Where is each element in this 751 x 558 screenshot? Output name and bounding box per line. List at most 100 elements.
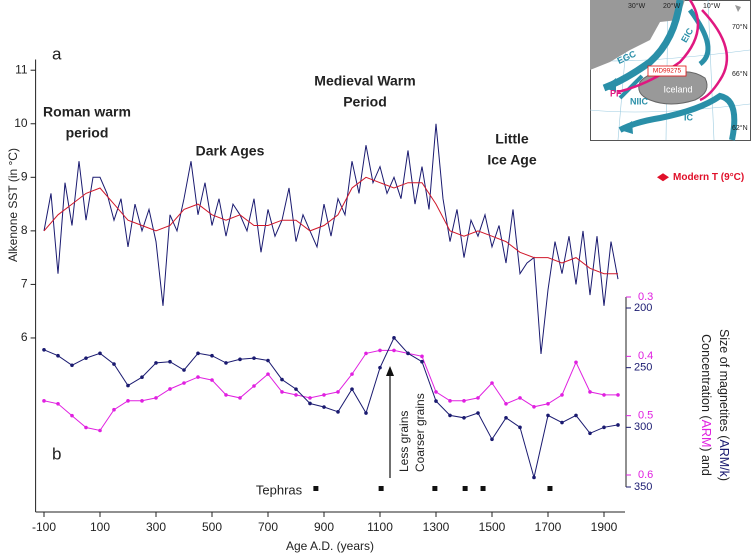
label-part: ARM [699, 420, 713, 448]
data-point [616, 423, 620, 427]
label-part: ) [717, 477, 731, 481]
data-point [336, 410, 340, 414]
data-point [364, 351, 368, 356]
x-tick-label: 1900 [591, 520, 618, 534]
y-tick-label: 0.3 [638, 291, 653, 303]
data-point [546, 402, 550, 406]
data-point [182, 368, 186, 372]
period-label: Medieval Warm [314, 73, 415, 89]
data-point [210, 378, 214, 382]
label-part: Size of magnetites ( [717, 329, 731, 440]
data-point [98, 428, 102, 433]
tephra-marker [432, 486, 438, 491]
data-point [448, 413, 452, 418]
data-point [126, 383, 130, 388]
data-point [252, 356, 256, 360]
y-axis-label: Alkenone SST (in °C) [6, 148, 20, 262]
core-label: MD99275 [653, 68, 682, 75]
data-point [42, 399, 46, 403]
data-point [616, 393, 620, 397]
data-point [518, 396, 522, 400]
y-tick-label: 0.4 [638, 350, 653, 362]
x-tick-label: 300 [146, 520, 166, 534]
data-point [224, 361, 228, 365]
data-point [196, 375, 200, 379]
x-tick-label: 1500 [479, 520, 506, 534]
period-label: Dark Ages [196, 143, 265, 159]
data-point [84, 356, 88, 360]
data-point [112, 362, 116, 366]
data-point [476, 396, 480, 400]
y-tick-label: 10 [14, 116, 28, 130]
island-label: Iceland [663, 84, 692, 94]
data-point [70, 413, 74, 418]
period-label: Roman warm [43, 104, 131, 120]
ic-arrow [620, 121, 633, 134]
data-point [56, 353, 60, 358]
data-point [280, 390, 284, 394]
series-line [43, 123, 619, 355]
series-line [43, 349, 618, 432]
data-point [252, 384, 256, 388]
tephras-label: Tephras [256, 482, 303, 497]
y-tick-label: 0.6 [638, 469, 653, 481]
period-label: Little [495, 131, 529, 147]
panel-label: b [52, 444, 61, 463]
data-point [392, 348, 396, 353]
data-point [84, 425, 88, 430]
jan-mayen [735, 5, 741, 12]
x-tick-label: 900 [314, 520, 334, 534]
x-tick-label: 1700 [535, 520, 562, 534]
arrow-label: Coarser grains [413, 393, 427, 472]
data-point [378, 348, 382, 353]
x-axis-label: Age A.D. (years) [286, 539, 374, 553]
data-point [574, 413, 578, 418]
data-point [546, 413, 550, 418]
data-point [112, 407, 116, 412]
x-tick-label: 500 [202, 520, 222, 534]
data-point [434, 399, 438, 403]
data-point [574, 360, 578, 365]
y2-tick-label: 250 [634, 362, 652, 374]
panel-label: a [52, 44, 62, 63]
data-point [532, 475, 536, 480]
data-point [238, 357, 242, 362]
current-label: IC [684, 112, 694, 122]
data-point [378, 365, 382, 370]
polar-front [617, 0, 700, 94]
ic-current [618, 92, 738, 141]
data-point [140, 399, 144, 403]
tephra-marker [378, 486, 384, 491]
series-line [43, 176, 618, 275]
label-part: Concentration ( [699, 334, 713, 420]
y-tick-label: 0.5 [638, 410, 653, 422]
grain-arrowhead [386, 366, 394, 376]
data-point [56, 402, 60, 406]
y-tick-label: 11 [15, 62, 28, 76]
y2-axis-label: Concentration (ARM) and [699, 334, 713, 476]
data-point [238, 396, 242, 400]
data-point [308, 401, 312, 406]
series-line [43, 336, 619, 478]
data-point [210, 353, 214, 358]
y2-tick-label: 200 [634, 302, 652, 314]
data-point [224, 393, 228, 397]
data-point [98, 351, 102, 356]
current-label: NIIC [630, 96, 649, 106]
data-point [182, 381, 186, 385]
core-box [647, 65, 687, 77]
data-point [392, 336, 396, 340]
eic-current [687, 8, 711, 67]
tephra-marker [480, 486, 486, 491]
y-tick-label: 6 [21, 330, 28, 344]
tephra-marker [547, 486, 553, 491]
y2-tick-label: 300 [634, 421, 652, 433]
lat-label: 66°N [732, 70, 748, 78]
x-tick-label: 1100 [367, 520, 393, 534]
period-label: Period [343, 94, 387, 110]
data-point [420, 354, 424, 359]
x-tick-label: 700 [258, 520, 278, 534]
greenland [590, 0, 685, 70]
modern-t-label: Modern T (9°C) [673, 172, 744, 183]
